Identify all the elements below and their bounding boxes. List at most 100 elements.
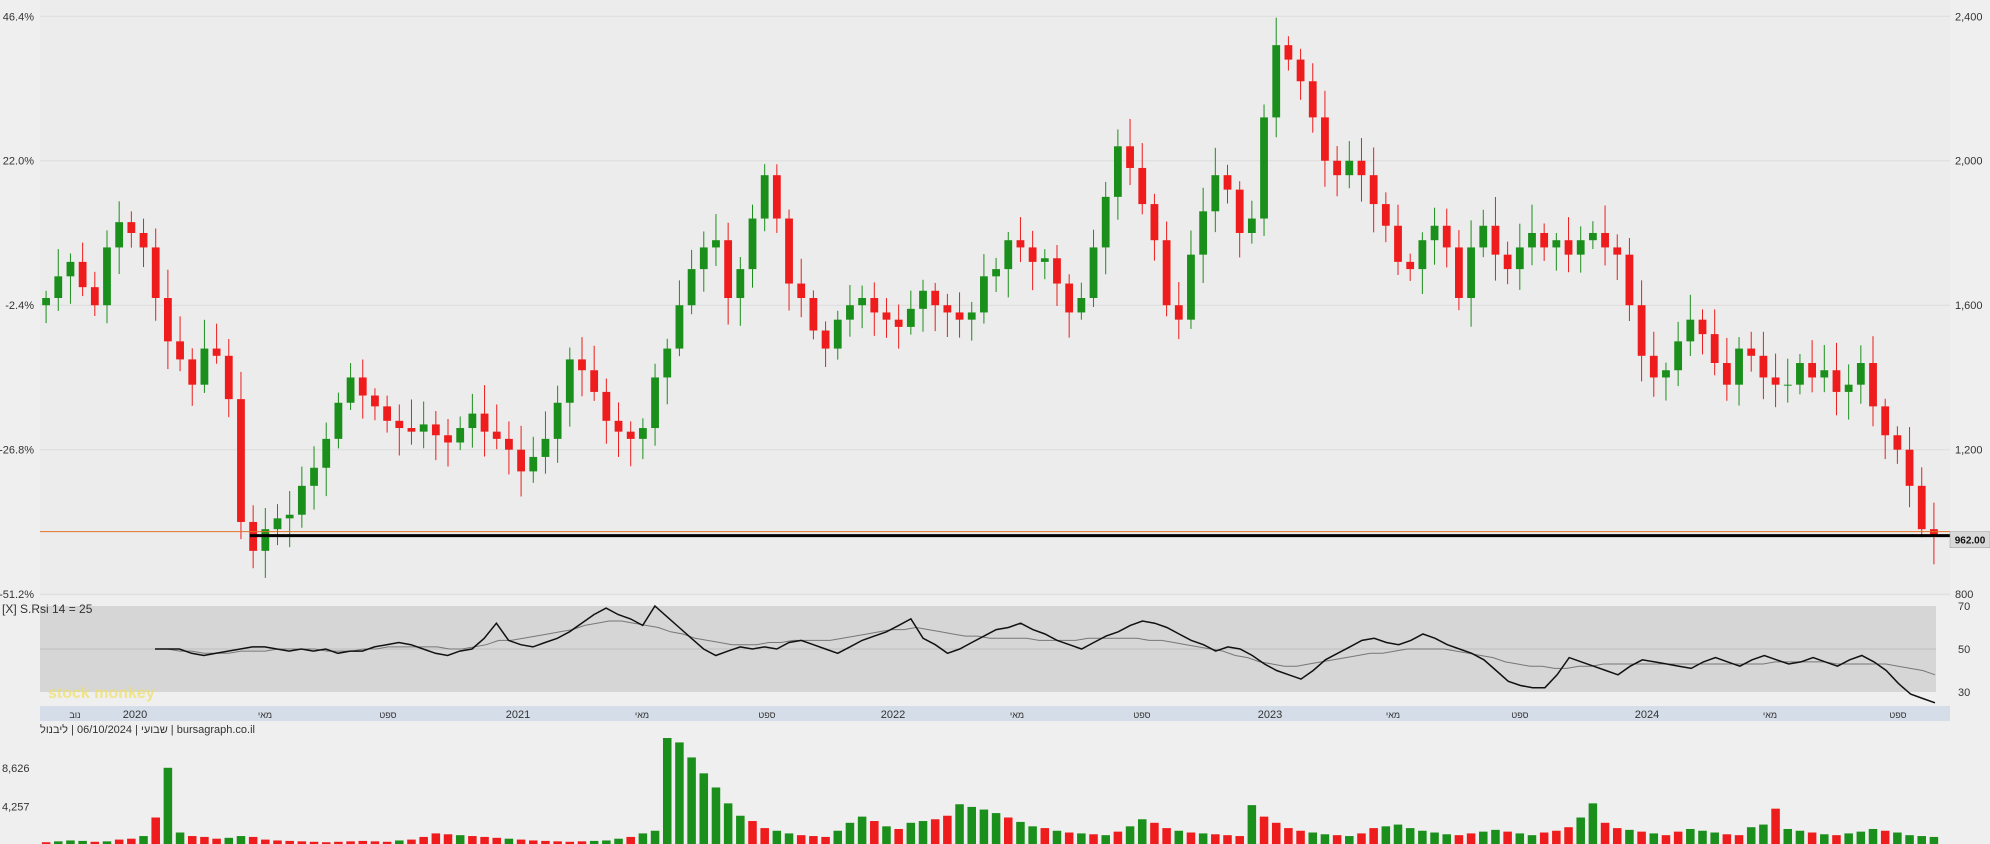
volume-bar: [1357, 833, 1366, 844]
volume-bar: [1832, 835, 1841, 844]
volume-bar: [468, 836, 477, 844]
candle-body: [456, 428, 465, 443]
candle-body: [54, 276, 63, 298]
candle-body: [553, 402, 562, 439]
candle-body: [1369, 175, 1378, 205]
candle-body: [870, 298, 879, 313]
candle: [1613, 234, 1622, 280]
candle-body: [821, 330, 830, 349]
volume-bar: [918, 821, 928, 844]
candle: [115, 201, 124, 275]
volume-bar: [577, 841, 587, 844]
candle: [1820, 344, 1829, 393]
candle: [687, 249, 696, 315]
candle-body: [1832, 370, 1841, 392]
candle-body: [1576, 240, 1585, 255]
left-tick-label: -2.4%: [5, 300, 34, 312]
volume-bar: [650, 830, 660, 844]
volume-bar: [529, 840, 538, 844]
volume-bar: [1004, 817, 1013, 844]
candle: [809, 290, 818, 340]
volume-bar: [1137, 819, 1147, 844]
volume-bar: [1844, 833, 1853, 844]
candle: [1686, 294, 1695, 356]
candle-body: [529, 456, 538, 472]
candle-body: [1296, 59, 1305, 82]
candle: [955, 292, 964, 338]
price-panel: [40, 0, 1950, 596]
candle: [1747, 331, 1756, 372]
volume-bar: [1746, 827, 1756, 844]
volume-bar: [285, 840, 294, 844]
candle-body: [919, 290, 927, 309]
volume-bar: [1028, 826, 1037, 844]
volume-bar: [772, 830, 782, 844]
volume-bar: [187, 836, 197, 844]
volume-bar: [419, 836, 428, 844]
candle: [407, 399, 416, 445]
candle-body: [261, 529, 270, 551]
candle: [1369, 147, 1378, 233]
volume-bar: [1125, 826, 1135, 844]
candle-body: [1406, 261, 1415, 270]
candle: [78, 242, 87, 297]
candle-body: [419, 424, 428, 432]
candle-body: [297, 485, 306, 515]
volume-bar: [553, 841, 562, 844]
last-price-box: [1949, 531, 1990, 548]
volume-bar: [1308, 832, 1318, 844]
volume-bar: [796, 835, 806, 844]
volume-bar: [1576, 817, 1585, 844]
candle-body: [1126, 146, 1134, 168]
candle-body: [565, 359, 574, 403]
candle: [1905, 427, 1914, 508]
volume-bar: [1198, 833, 1208, 844]
candle: [383, 395, 392, 433]
candle-body: [1637, 305, 1646, 356]
candle-body: [139, 232, 148, 248]
candle: [1735, 337, 1743, 406]
candle: [1235, 181, 1244, 258]
candle: [626, 421, 635, 467]
candle: [480, 385, 489, 457]
candle-body: [1503, 254, 1512, 270]
candle-body: [1345, 160, 1354, 176]
candle-body: [1284, 45, 1293, 60]
candle: [1065, 274, 1074, 338]
volume-bar: [407, 839, 416, 844]
candle: [444, 418, 452, 467]
volume-bar: [662, 738, 672, 844]
volume-bar: [1113, 831, 1123, 844]
x-tick-label: נוב: [69, 710, 80, 720]
candle: [322, 422, 331, 497]
candle: [273, 504, 282, 546]
candle: [858, 285, 867, 329]
candle-body: [578, 359, 586, 371]
candle-body: [882, 312, 891, 320]
candle-body: [663, 348, 672, 378]
volume-bar: [41, 842, 51, 844]
candle-body: [1613, 247, 1622, 255]
candle-body: [42, 298, 50, 306]
candle-body: [1625, 254, 1634, 306]
volume-bar: [370, 841, 380, 844]
volume-bar: [1771, 808, 1780, 844]
candle: [334, 392, 343, 449]
volume-bar: [1564, 827, 1573, 844]
volume-bar: [309, 841, 319, 844]
volume-bar: [273, 840, 282, 844]
candle: [188, 348, 197, 406]
candle: [590, 345, 599, 401]
volume-bar: [212, 838, 221, 844]
candle: [1296, 48, 1305, 100]
left-tick-label: -26.8%: [0, 445, 34, 457]
candle-body: [1138, 167, 1147, 205]
candle: [310, 446, 318, 510]
candle-body: [675, 305, 684, 349]
candle-body: [163, 298, 172, 342]
candle: [1308, 63, 1317, 133]
left-tick-label: 22.0%: [3, 156, 34, 168]
candle-body: [931, 290, 940, 306]
volume-bar: [1162, 828, 1171, 844]
volume-bar: [675, 742, 684, 844]
